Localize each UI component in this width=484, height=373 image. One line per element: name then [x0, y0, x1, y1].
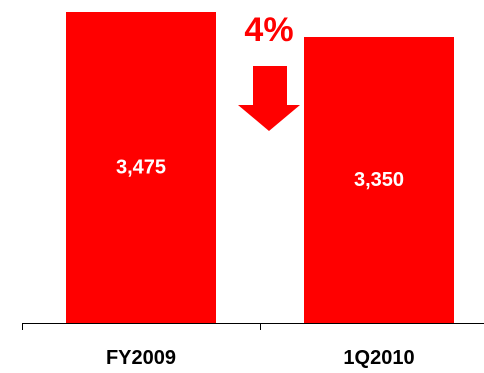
- category-label-fy2009: FY2009: [106, 347, 176, 369]
- category-label-1q2010: 1Q2010: [343, 347, 414, 369]
- bar-fy2009: [66, 12, 216, 323]
- down-arrow-icon: [238, 66, 300, 131]
- value-label-fy2009: 3,475: [116, 157, 166, 179]
- value-label-1q2010: 3,350: [354, 169, 404, 191]
- bar-1q2010: [304, 37, 454, 323]
- change-percent-annotation: 4%: [244, 11, 293, 49]
